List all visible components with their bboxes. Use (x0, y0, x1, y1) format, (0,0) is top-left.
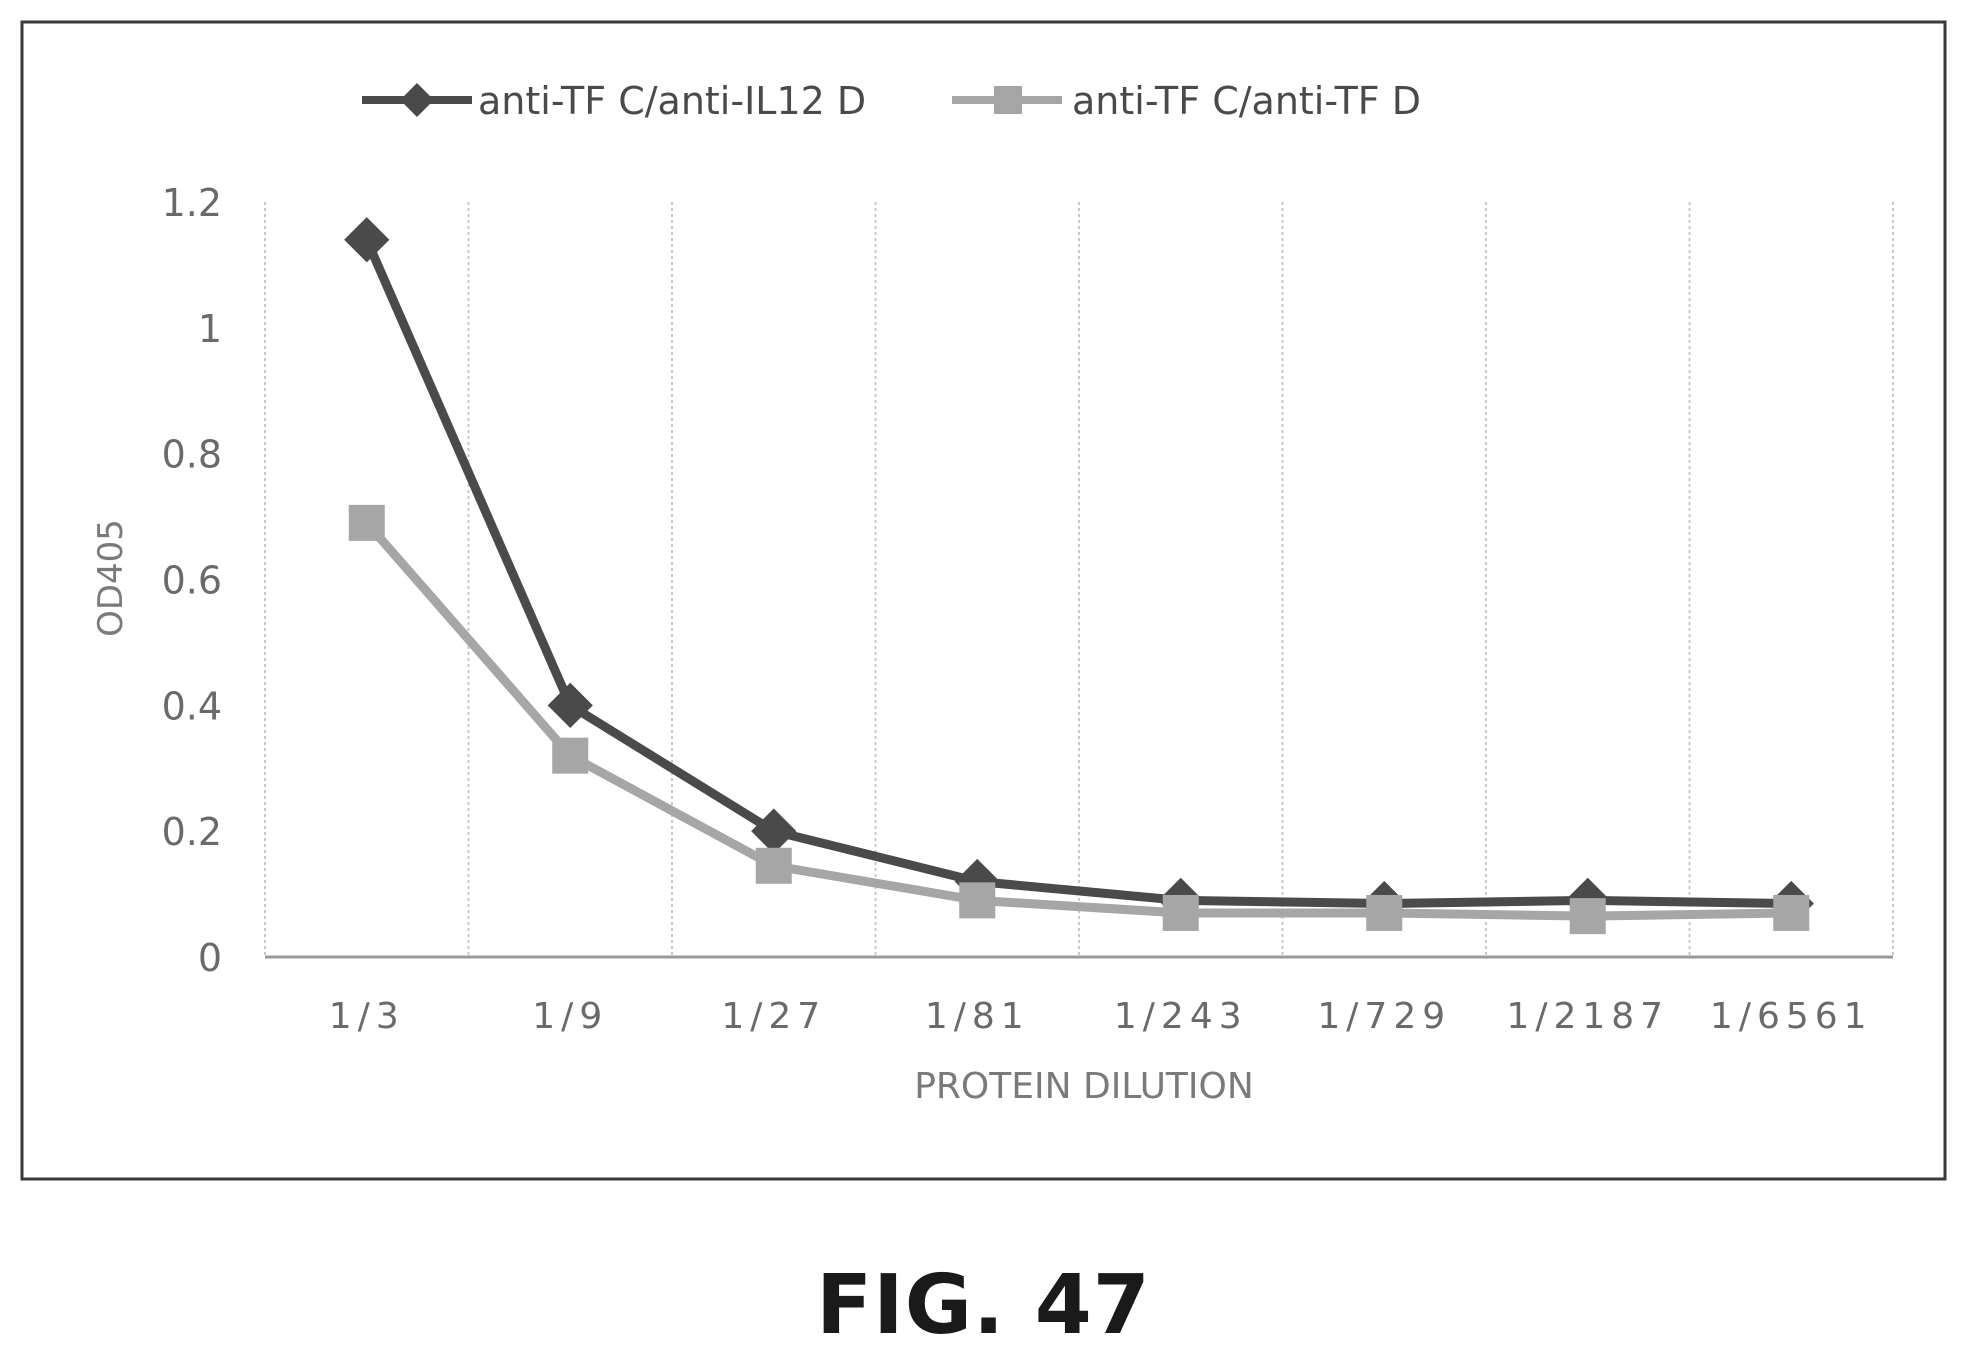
y-tick-label: 0.4 (162, 684, 222, 728)
y-tick-label: 1.2 (162, 181, 222, 225)
data-point (1773, 895, 1809, 931)
x-tick-label: 1/9 (532, 996, 608, 1037)
data-point (1366, 895, 1402, 931)
data-point (349, 505, 385, 541)
x-tick-label: 1/6561 (1710, 996, 1873, 1037)
y-tick-label: 0 (198, 936, 222, 980)
data-point (1163, 895, 1199, 931)
y-tick-label: 0.8 (162, 433, 222, 477)
data-point (756, 848, 792, 884)
y-tick-label: 0.2 (162, 810, 222, 854)
data-point (959, 882, 995, 918)
figure-caption: FIG. 47 (0, 1265, 1967, 1347)
x-tick-label: 1/2187 (1506, 996, 1669, 1037)
x-tick-label: 1/729 (1317, 996, 1451, 1037)
x-tick-label: 1/3 (329, 996, 405, 1037)
x-tick-label: 1/27 (721, 996, 826, 1037)
x-tick-label: 1/81 (925, 996, 1030, 1037)
data-point (1570, 898, 1606, 934)
y-tick-label: 0.6 (162, 559, 222, 603)
x-axis-title: PROTEIN DILUTION (914, 1066, 1254, 1107)
legend-label-series-1: anti-TF C/anti-IL12 D (478, 79, 866, 123)
legend-label-series-2: anti-TF C/anti-TF D (1072, 79, 1421, 123)
data-point (552, 738, 588, 774)
y-axis-title: OD405 (91, 519, 131, 637)
chart-frame: anti-TF C/anti-IL12 D anti-TF C/anti-TF … (0, 0, 1967, 1200)
x-tick-label: 1/243 (1114, 996, 1248, 1037)
legend-marker-series-2 (994, 86, 1022, 114)
y-tick-label: 1 (198, 307, 222, 351)
